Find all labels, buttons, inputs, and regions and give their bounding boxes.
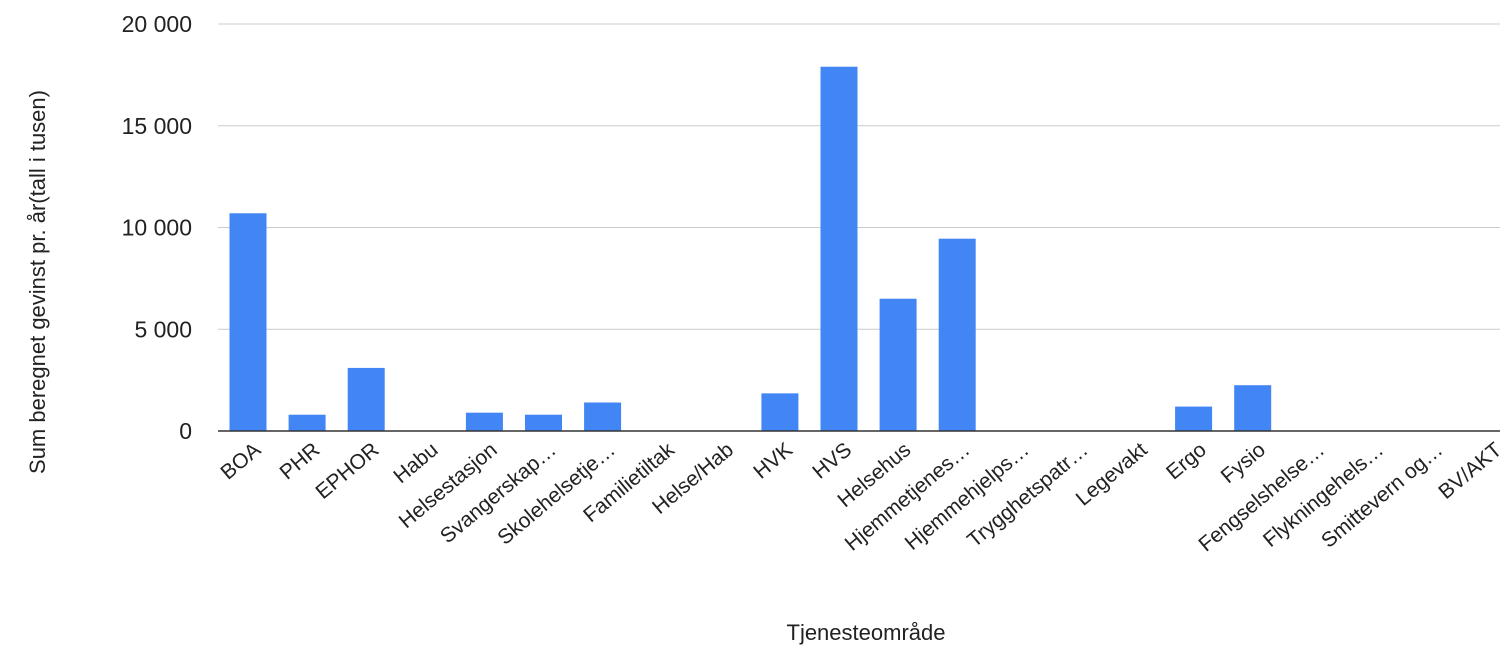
y-tick-label: 20 000 [122, 11, 192, 37]
gridlines [218, 23, 1500, 330]
bar-0 [229, 213, 267, 431]
x-tick-label: HVK [749, 438, 797, 483]
y-tick-label: 10 000 [122, 215, 192, 241]
x-axis-title: Tjenesteområde [787, 620, 946, 645]
bar-2 [347, 367, 385, 431]
x-tick-label: BV/AKT [1434, 438, 1503, 504]
x-tick-label: Fysio [1217, 438, 1270, 488]
y-axis-title: Sum beregnet gevinst pr. år(tall i tusen… [25, 90, 50, 474]
bar-12 [938, 238, 976, 431]
bars [229, 66, 1272, 432]
y-tick-label: 0 [179, 418, 192, 444]
bar-11 [879, 298, 917, 431]
bar-5 [525, 414, 562, 431]
x-tick-label: PHR [276, 438, 325, 484]
bar-9 [761, 393, 799, 431]
y-tick-label: 15 000 [122, 113, 192, 139]
y-tick-label: 5 000 [134, 316, 192, 342]
bar-16 [1175, 406, 1213, 431]
x-tick-label: HVS [808, 438, 856, 483]
bar-10 [820, 66, 858, 432]
y-axis-ticks: 0 5 000 10 000 15 000 20 000 [122, 11, 192, 444]
x-tick-label: Ergo [1162, 438, 1211, 484]
x-tick-label: EPHOR [311, 438, 383, 504]
bar-17 [1234, 385, 1272, 431]
bar-1 [288, 414, 326, 431]
bar-4 [465, 412, 503, 431]
bar-6 [584, 402, 622, 431]
x-tick-label: BOA [216, 438, 265, 484]
x-tick-label: Habu [389, 438, 442, 488]
